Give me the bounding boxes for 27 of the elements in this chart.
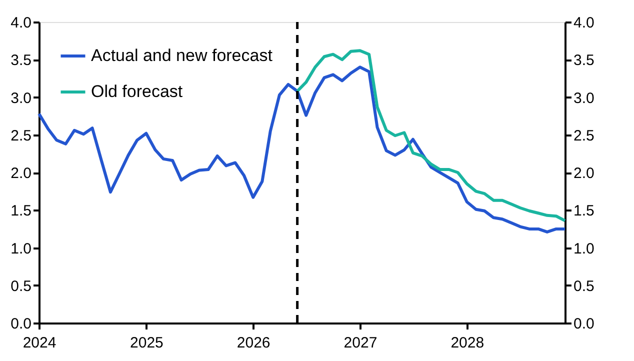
legend-label: Old forecast [91,82,183,101]
x-tick-label: 2028 [450,334,484,352]
y-tick-label: 0.0 [10,316,32,332]
y-tick-label: 3.5 [10,52,32,70]
y-tick-label: 4.0 [10,14,32,32]
legend-label: Actual and new forecast [91,46,273,65]
y2-tick-label: 3.0 [574,90,594,107]
x-tick-label: 2025 [130,334,164,352]
y2-tick-label: 2.5 [574,127,594,144]
line-series [296,49,566,222]
x-tick-label: 2026 [236,334,270,352]
y2-tick-label: 0.0 [574,316,594,332]
y2-tick-label: 1.0 [574,240,594,258]
y2-tick-label: 3.5 [574,52,594,70]
x-tick-label: 2027 [344,334,378,352]
y-tick-label: 2.5 [10,127,32,144]
y2-tick-label: 0.5 [574,278,594,295]
y2-tick-label: 1.5 [574,202,594,220]
y2-tick-label: 4.0 [574,14,594,32]
line-series [38,66,566,234]
y-tick-label: 0.5 [10,278,32,295]
y-tick-label: 1.5 [10,202,32,220]
y-tick-label: 3.0 [10,90,32,107]
y-tick-label: 2.0 [10,165,32,182]
y-tick-label: 1.0 [10,240,32,258]
y2-tick-label: 2.0 [574,165,594,182]
x-tick-label: 2024 [22,334,56,352]
